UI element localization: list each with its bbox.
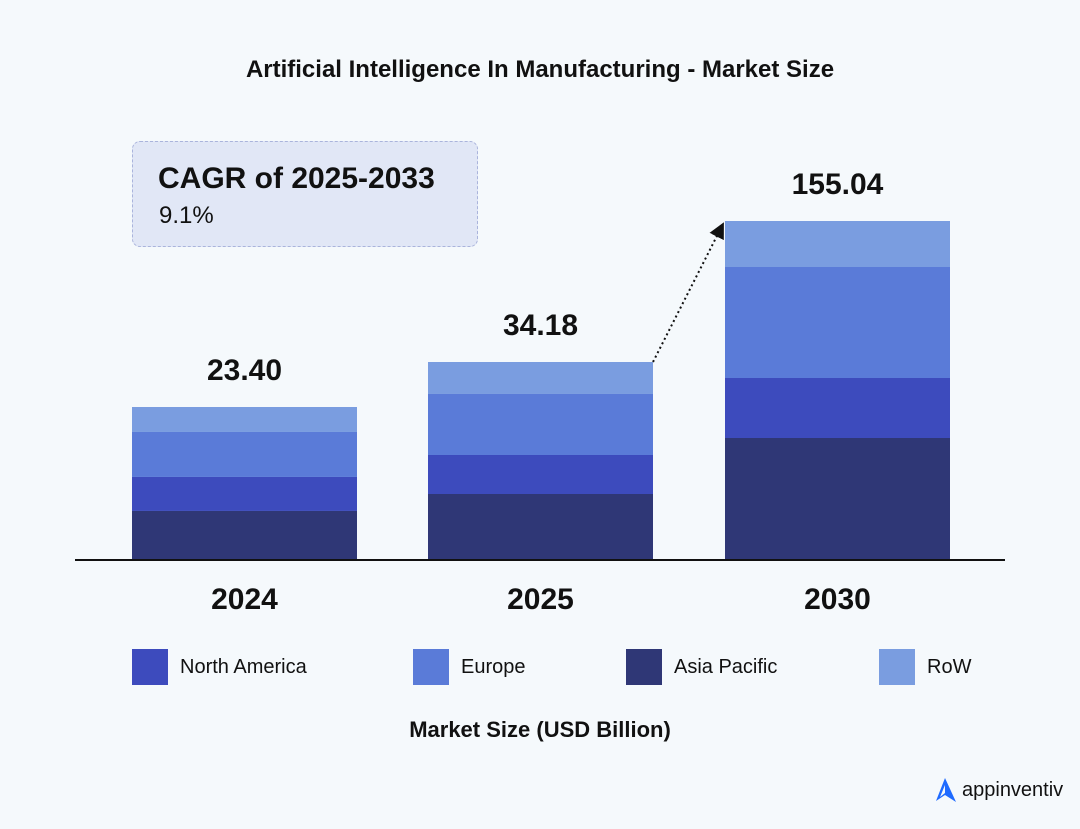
chart-title: Artificial Intelligence In Manufacturing… [245,56,835,83]
legend-item-row: RoW [879,649,971,685]
bar-segment-north-america-2024 [132,476,357,511]
legend-label: RoW [927,655,972,678]
x-tick-2024: 2024 [211,583,278,616]
total-label-2024: 23.40 [207,354,282,387]
legend-swatch [413,649,449,685]
legend-label: Asia Pacific [674,655,778,678]
bar-segment-north-america-2025 [428,455,653,494]
bar-segment-row-2030 [725,221,950,268]
bar-segment-asia-pacific-2025 [428,494,653,560]
legend-label: Europe [461,655,526,678]
cagr-value: 9.1% [159,202,214,229]
x-axis-label: Market Size (USD Billion) [409,717,671,742]
bar-segment-europe-2030 [725,267,950,379]
cagr-callout: CAGR of 2025-2033 9.1% [132,141,478,247]
legend-label: North America [180,655,307,678]
x-tick-2025: 2025 [507,583,574,616]
total-label-2025: 34.18 [503,309,578,342]
bar-segment-europe-2025 [428,393,653,456]
growth-arrow [652,222,724,363]
legend-swatch [879,649,915,685]
legend-item-asia-pacific: Asia Pacific [626,649,777,685]
brand-name: appinventiv [962,778,1064,801]
legend-item-north-america: North America [132,649,307,685]
bar-segment-asia-pacific-2024 [132,510,357,560]
bar-segment-row-2025 [428,362,653,394]
bar-segment-row-2024 [132,407,357,432]
x-tick-2030: 2030 [804,583,871,616]
brand-logo: appinventiv [932,776,1063,804]
bar-segment-north-america-2030 [725,378,950,438]
legend: North America Europe Asia Pacific RoW [0,649,1080,685]
legend-swatch [626,649,662,685]
total-label-2030: 155.04 [792,168,884,201]
cagr-heading: CAGR of 2025-2033 [158,162,435,195]
legend-swatch [132,649,168,685]
legend-item-europe: Europe [413,649,526,685]
appinventiv-logo-icon [936,778,956,802]
bar-segment-asia-pacific-2030 [725,437,950,560]
bar-segment-europe-2024 [132,431,357,477]
